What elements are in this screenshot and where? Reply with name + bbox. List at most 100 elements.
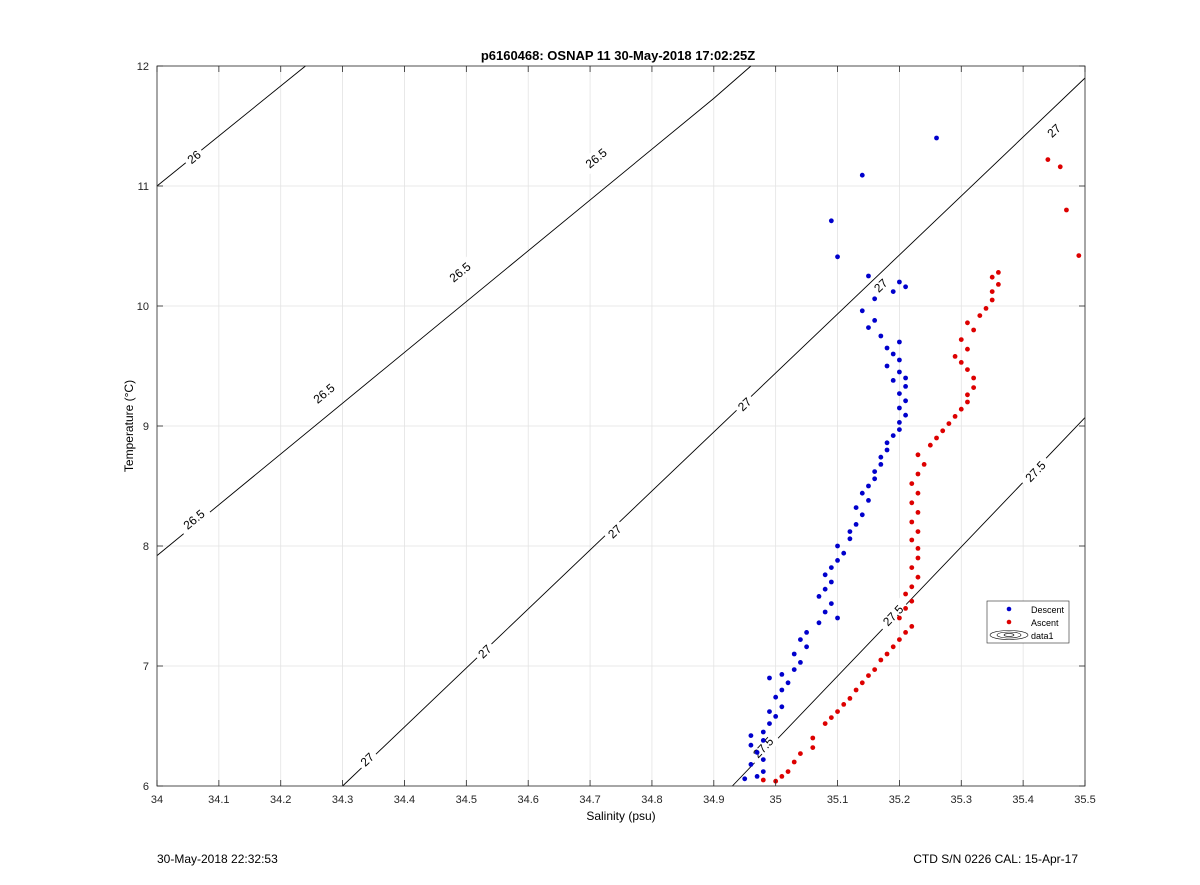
descent-point	[878, 454, 884, 460]
ascent-point	[903, 606, 908, 611]
ascent-point	[958, 406, 964, 412]
descent-point	[835, 543, 840, 549]
contour-label-group: 27	[1041, 118, 1067, 144]
descent-point	[859, 490, 865, 496]
contour-label-group: 27	[602, 518, 628, 545]
descent-point	[853, 522, 859, 527]
descent-point	[859, 308, 865, 314]
ascent-point	[897, 615, 902, 621]
descent-point	[872, 296, 878, 302]
descent-point	[890, 289, 896, 294]
descent-point	[798, 637, 803, 642]
descent-point	[847, 529, 853, 534]
ascent-point	[958, 337, 964, 342]
y-tick-label: 9	[143, 421, 149, 433]
ascent-point	[903, 630, 908, 635]
contour-label-group: 27	[731, 391, 758, 418]
contour-label-group: 26.5	[175, 502, 213, 537]
ascent-point	[884, 651, 890, 657]
descent-point	[835, 615, 840, 621]
descent-point	[804, 630, 809, 635]
ascent-point	[1076, 253, 1082, 258]
contour-label-bg	[868, 272, 894, 299]
descent-point	[822, 572, 828, 578]
y-tick-label: 11	[138, 181, 149, 193]
contour-label-bg	[472, 638, 498, 665]
descent-point	[878, 462, 884, 467]
descent-point	[742, 776, 748, 782]
ascent-point	[989, 297, 995, 303]
contour-label-bg	[1041, 118, 1067, 144]
legend-ascent-marker	[1006, 619, 1012, 625]
descent-point	[897, 339, 902, 345]
x-tick-label: 35.1	[827, 794, 848, 806]
contour-label-bg	[578, 141, 615, 176]
x-tick-label: 35.4	[1012, 794, 1033, 806]
ascent-point	[915, 555, 921, 561]
descent-point	[779, 672, 785, 677]
contour-line-27	[342, 77, 1086, 787]
descent-point	[853, 505, 859, 510]
ascent-point	[934, 435, 939, 441]
descent-point	[903, 398, 908, 404]
ascent-point	[798, 751, 803, 756]
contour-label-group: 27	[868, 272, 894, 299]
ascent-point	[915, 490, 921, 496]
descent-point	[897, 420, 902, 425]
ascent-point	[909, 598, 915, 604]
contour-line-26.5	[156, 65, 752, 556]
descent-point	[903, 412, 908, 418]
footer-calibration: CTD S/N 0226 CAL: 15-Apr-17	[913, 852, 1078, 866]
descent-point	[866, 273, 871, 279]
legend-ascent-label: Ascent	[1031, 618, 1059, 628]
ascent-point	[995, 282, 1001, 287]
x-tick-label: 34.7	[579, 794, 600, 806]
x-tick-label: 34.8	[641, 794, 662, 806]
descent-point	[822, 586, 828, 592]
x-tick-label: 34.9	[703, 794, 724, 806]
descent-point	[859, 172, 865, 178]
ascent-point	[989, 274, 995, 280]
descent-point	[890, 378, 896, 383]
contour-label-group: 27	[354, 746, 381, 773]
y-tick-label: 12	[137, 61, 149, 73]
ascent-point	[810, 735, 816, 741]
descent-series	[742, 135, 939, 782]
x-tick-label: 34.6	[517, 794, 538, 806]
descent-point	[828, 601, 834, 606]
descent-point	[835, 558, 840, 563]
ascent-point	[965, 399, 970, 405]
ascent-point	[958, 360, 964, 365]
descent-point	[847, 536, 853, 542]
x-tick-label: 35.3	[951, 794, 972, 806]
descent-point	[897, 357, 902, 363]
ascent-point	[903, 591, 908, 597]
x-tick-label: 35.2	[889, 794, 910, 806]
descent-point	[748, 733, 754, 738]
contour-label-bg	[745, 729, 781, 766]
descent-point	[884, 447, 890, 453]
ascent-point	[1045, 157, 1051, 163]
descent-point	[897, 405, 902, 411]
descent-point	[828, 565, 834, 570]
descent-point	[897, 391, 902, 396]
contour-label-bg	[181, 144, 207, 170]
x-tick-label: 35.5	[1074, 794, 1095, 806]
ascent-point	[810, 745, 816, 750]
ascent-point	[878, 657, 884, 663]
x-tick-label: 34.4	[394, 794, 415, 806]
descent-point	[760, 738, 766, 743]
ascent-series	[760, 157, 1082, 784]
ascent-point	[946, 421, 952, 426]
contour-label-bg	[602, 518, 628, 545]
descent-point	[828, 218, 834, 224]
contour-label-bg	[305, 376, 343, 411]
legend-descent-marker	[1006, 606, 1012, 612]
legend-box	[986, 600, 1070, 644]
descent-point	[760, 729, 766, 735]
ascent-point	[853, 687, 859, 693]
x-tick-label: 34	[151, 794, 163, 806]
ascent-point	[915, 452, 921, 458]
ascent-point	[915, 510, 921, 515]
ascent-point	[909, 584, 915, 590]
